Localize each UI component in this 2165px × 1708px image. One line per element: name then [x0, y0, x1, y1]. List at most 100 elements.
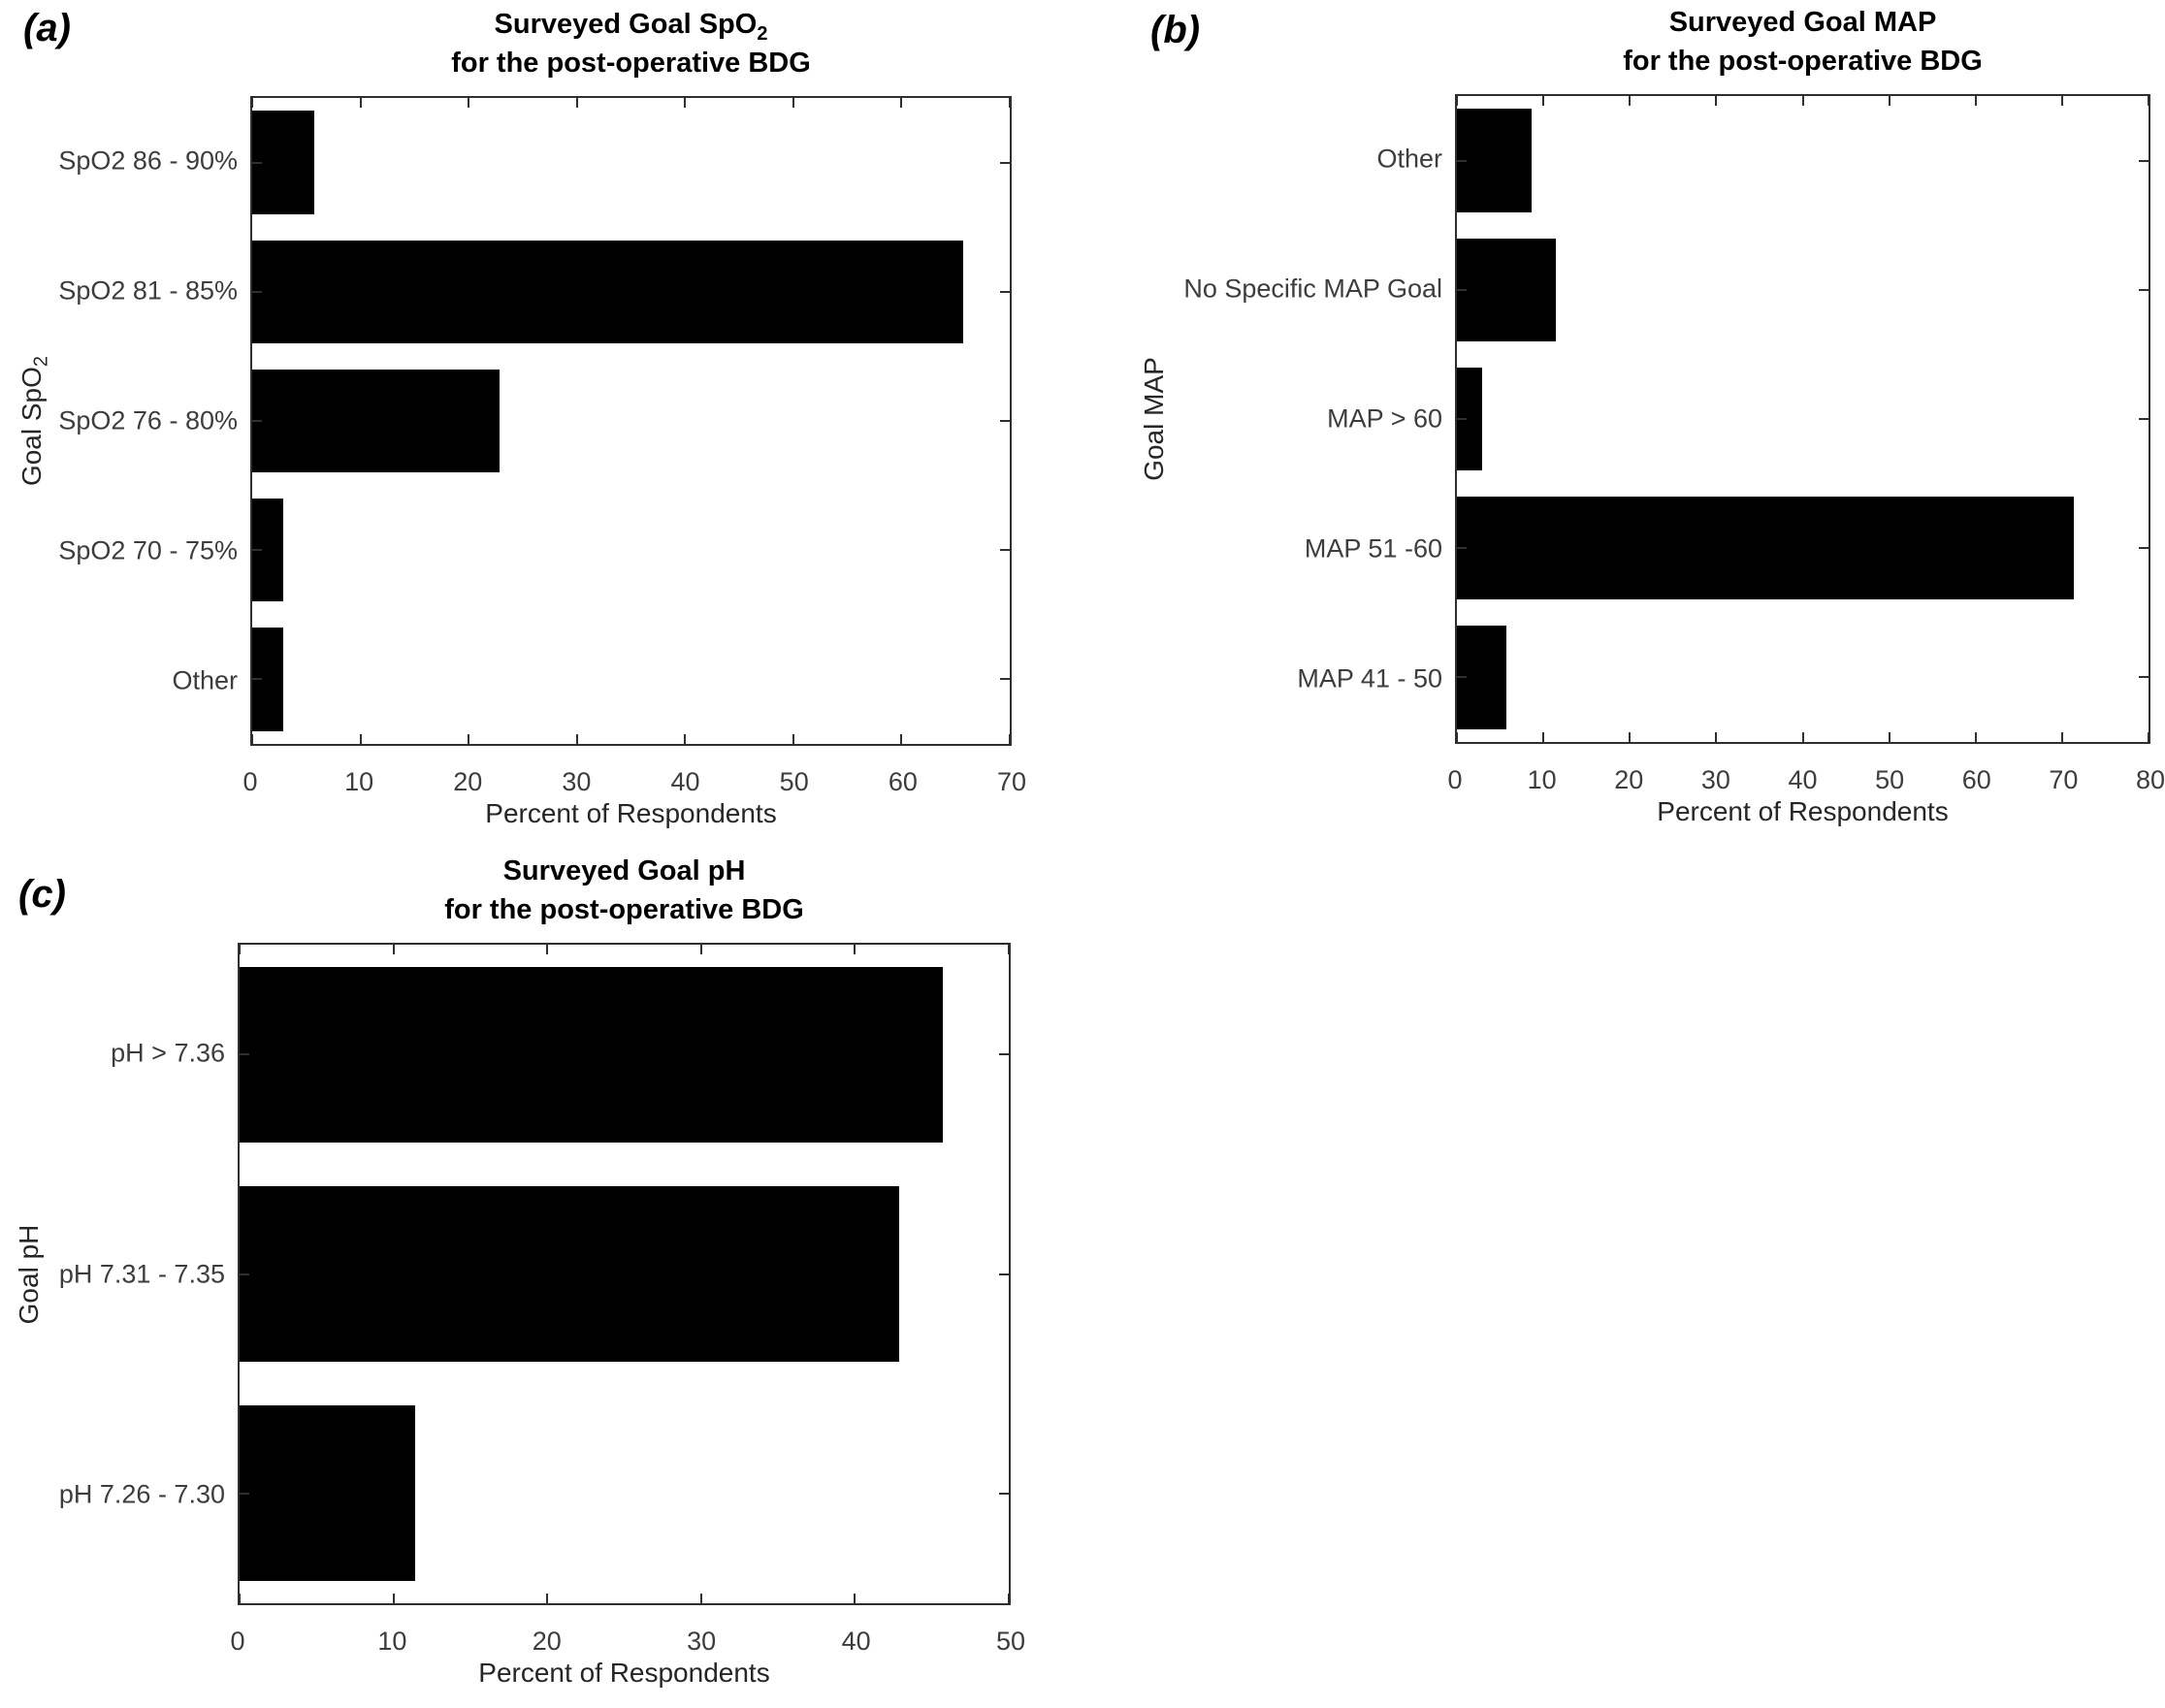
x-tick-mark — [854, 945, 856, 954]
x-tick-mark — [239, 945, 241, 954]
x-tick-label: 40 — [1788, 765, 1818, 794]
x-tick-label: 50 — [995, 1627, 1026, 1656]
x-tick-label: 0 — [1447, 765, 1463, 794]
x-tick-mark — [468, 98, 470, 108]
y-tick-label: Other — [1376, 144, 1442, 174]
x-tick-label: 70 — [2049, 765, 2079, 794]
x-tick-mark — [2148, 732, 2149, 742]
x-tick-mark — [1801, 96, 1804, 106]
x-tick-mark — [546, 945, 549, 954]
y-tick-mark — [1457, 418, 1467, 420]
chart-title: Surveyed Goal MAP for the post-operative… — [1623, 3, 1983, 81]
chart-title-line2: for the post-operative BDG — [1623, 46, 1983, 77]
y-tick-mark — [1457, 159, 1467, 162]
x-tick-mark — [900, 98, 903, 108]
x-tick-label: 10 — [377, 1627, 407, 1656]
title-subscript: 2 — [757, 22, 768, 45]
x-tick-label: 30 — [1700, 765, 1730, 794]
y-tick-label: pH > 7.36 — [111, 1038, 225, 1068]
x-axis-label: Percent of Respondents — [478, 1658, 770, 1688]
chart-title-line1: Surveyed Goal SpO2 — [494, 9, 768, 45]
x-tick-mark — [575, 98, 578, 108]
bar — [1457, 496, 2075, 600]
x-tick-mark — [699, 945, 702, 954]
x-tick-label: 30 — [562, 767, 592, 796]
x-tick-mark — [392, 945, 395, 954]
y-tick-mark — [252, 161, 262, 164]
x-tick-mark — [1542, 96, 1545, 106]
chart-title: Surveyed Goal pH for the post-operative … — [444, 852, 804, 929]
bar — [240, 1405, 415, 1582]
ylabel-subscript: 2 — [30, 355, 52, 368]
x-tick-mark — [1009, 734, 1011, 744]
x-tick-label: 10 — [344, 767, 374, 796]
y-tick-mark — [999, 1273, 1009, 1275]
x-tick-label: 50 — [779, 767, 809, 796]
y-tick-label: pH 7.31 - 7.35 — [58, 1259, 225, 1288]
y-tick-mark — [2139, 547, 2149, 550]
x-tick-mark — [239, 1594, 241, 1603]
x-tick-mark — [251, 98, 253, 108]
x-tick-mark — [1801, 732, 1804, 742]
y-tick-label: Other — [172, 665, 238, 695]
x-tick-mark — [1542, 732, 1545, 742]
x-tick-mark — [468, 734, 470, 744]
x-tick-label: 10 — [1527, 765, 1557, 794]
chart-title-line2: for the post-operative BDG — [444, 894, 804, 925]
y-tick-mark — [2139, 159, 2149, 162]
x-tick-mark — [359, 734, 362, 744]
y-axis-label: Goal pH — [14, 1224, 44, 1324]
y-tick-mark — [252, 678, 262, 681]
y-tick-label: MAP > 60 — [1327, 403, 1442, 434]
panel-label-c: (c) — [18, 873, 66, 916]
bar — [240, 966, 943, 1143]
x-tick-label: 70 — [996, 767, 1027, 796]
x-tick-mark — [546, 1594, 549, 1603]
x-tick-mark — [854, 1594, 856, 1603]
x-tick-label: 60 — [1961, 765, 1991, 794]
y-tick-mark — [1000, 290, 1010, 293]
y-tick-mark — [1457, 288, 1467, 291]
y-tick-mark — [1457, 547, 1467, 550]
chart-title-line1: Surveyed Goal pH — [502, 855, 746, 886]
y-tick-mark — [252, 290, 262, 293]
x-tick-mark — [2060, 96, 2063, 106]
x-tick-mark — [1715, 732, 1718, 742]
x-tick-label: 0 — [242, 767, 258, 796]
chart-title: Surveyed Goal SpO2 for the post-operativ… — [451, 5, 811, 82]
x-tick-mark — [392, 1594, 395, 1603]
y-tick-label: MAP 41 - 50 — [1297, 663, 1442, 693]
x-tick-label: 50 — [1875, 765, 1905, 794]
panel-label-b: (b) — [1150, 9, 1201, 51]
bar — [252, 369, 501, 473]
x-tick-mark — [684, 734, 687, 744]
x-tick-mark — [1715, 96, 1718, 106]
chart-panel-map: (b) Surveyed Goal MAP for the post-opera… — [1139, 7, 2165, 826]
x-tick-mark — [2060, 732, 2063, 742]
y-tick-mark — [1000, 161, 1010, 164]
x-tick-label: 80 — [2135, 765, 2165, 794]
x-tick-mark — [1974, 96, 1977, 106]
y-tick-mark — [1457, 676, 1467, 679]
x-axis-label: Percent of Respondents — [485, 798, 777, 828]
x-tick-mark — [575, 734, 578, 744]
x-tick-mark — [359, 98, 362, 108]
y-tick-label: pH 7.26 - 7.30 — [58, 1479, 225, 1509]
y-tick-mark — [240, 1492, 249, 1495]
x-tick-mark — [1009, 98, 1011, 108]
x-tick-label: 0 — [230, 1627, 245, 1656]
x-tick-label: 20 — [532, 1627, 562, 1656]
bar — [1457, 109, 1532, 212]
chart-panel-spo2: (a) Surveyed Goal SpO2 for the post-oper… — [16, 7, 1026, 828]
y-tick-label: SpO2 76 - 80% — [58, 405, 238, 435]
y-axis-label: Goal MAP — [1139, 357, 1169, 481]
y-tick-label: SpO2 86 - 90% — [58, 145, 238, 176]
x-tick-label: 20 — [1614, 765, 1644, 794]
y-tick-mark — [1000, 420, 1010, 422]
chart-title-line1: Surveyed Goal MAP — [1668, 7, 1937, 38]
chart-title-line2: for the post-operative BDG — [451, 48, 811, 79]
x-tick-label: 40 — [841, 1627, 871, 1656]
x-tick-label: 40 — [670, 767, 700, 796]
y-tick-label: MAP 51 -60 — [1304, 533, 1442, 564]
y-tick-mark — [999, 1053, 1009, 1056]
